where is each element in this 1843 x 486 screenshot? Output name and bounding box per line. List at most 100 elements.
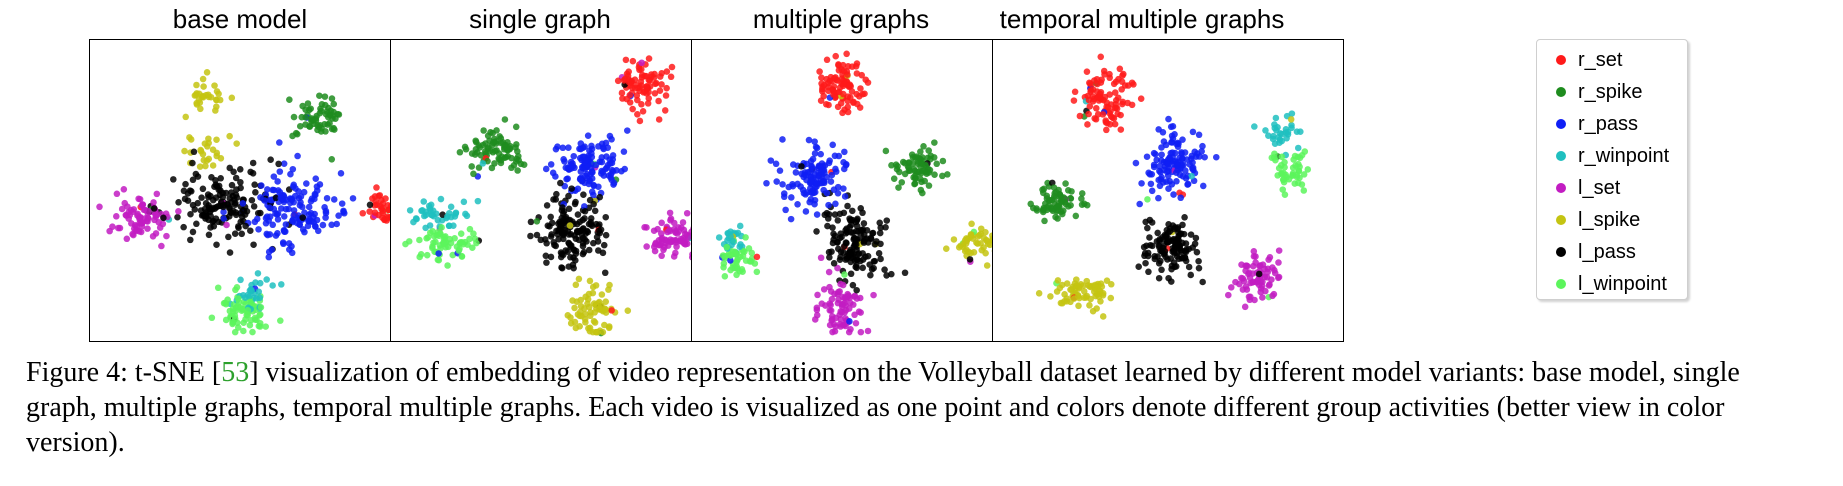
- data-point-r-pass: [1150, 161, 1158, 169]
- data-point-l-winpoint: [748, 249, 756, 257]
- data-point-r-pass: [562, 164, 570, 171]
- data-point-r-pass: [552, 173, 559, 180]
- data-point-r-spike: [475, 164, 483, 171]
- data-point-l-set: [144, 218, 151, 225]
- data-point-l-pass: [543, 239, 550, 247]
- data-point-r-pass: [1181, 149, 1189, 156]
- data-point-r-spike: [470, 170, 477, 178]
- data-point-r-pass: [846, 318, 853, 325]
- data-point-l-set: [836, 288, 843, 295]
- data-point-r-spike: [920, 143, 927, 150]
- data-point-r-winpoint: [474, 197, 482, 205]
- data-point-l-pass: [825, 248, 833, 256]
- data-point-r-pass: [773, 178, 780, 185]
- data-point-r-spike: [456, 148, 464, 156]
- data-point-r-spike: [1043, 192, 1051, 200]
- data-point-r-set: [818, 74, 825, 81]
- data-point-r-set: [846, 81, 854, 88]
- data-point-l-winpoint: [246, 321, 254, 329]
- data-point-l-set: [845, 328, 853, 336]
- data-point-l-pass: [175, 199, 182, 206]
- data-point-r-pass: [335, 212, 342, 219]
- data-point-r-pass: [609, 156, 617, 163]
- data-point-l-set: [813, 306, 821, 314]
- data-point-l-pass: [1173, 249, 1181, 257]
- data-point-r-winpoint: [256, 279, 264, 287]
- data-point-r-pass: [581, 179, 588, 187]
- data-point-l-pass: [596, 229, 604, 237]
- data-point-r-set: [378, 196, 385, 204]
- data-point-r-spike: [925, 182, 933, 189]
- data-point-l-winpoint: [1278, 153, 1286, 161]
- data-point-r-set: [373, 184, 380, 191]
- data-point-r-set: [366, 208, 373, 215]
- data-point-l-pass: [877, 224, 884, 232]
- legend-item-l-winpoint: l_winpoint: [1537, 268, 1687, 300]
- data-point-r-spike: [480, 127, 487, 134]
- data-point-r-winpoint: [1262, 127, 1269, 134]
- data-point-l-pass: [1185, 245, 1193, 253]
- data-point-l-pass: [1142, 218, 1149, 226]
- data-point-l-winpoint: [451, 235, 458, 242]
- data-point-l-winpoint: [220, 299, 228, 307]
- data-point-r-pass: [840, 185, 847, 192]
- data-point-r-spike: [916, 175, 924, 182]
- data-point-l-winpoint: [247, 298, 254, 306]
- data-point-l-winpoint: [458, 238, 466, 246]
- data-point-l-winpoint: [734, 265, 741, 272]
- data-point-r-set: [853, 70, 861, 77]
- data-point-l-pass: [859, 209, 866, 217]
- data-point-r-pass: [600, 145, 607, 153]
- data-point-l-set: [175, 207, 182, 215]
- data-point-r-pass: [1182, 175, 1190, 182]
- data-point-r-spike: [914, 160, 922, 167]
- data-point-l-set: [1250, 253, 1258, 260]
- data-point-r-winpoint: [278, 281, 285, 288]
- data-point-r-pass: [303, 180, 310, 187]
- data-point-r-spike: [1060, 207, 1067, 214]
- data-point-l-set: [1250, 248, 1258, 255]
- data-point-l-pass: [550, 196, 557, 203]
- data-point-l-set: [130, 225, 138, 232]
- data-point-l-spike: [211, 82, 218, 89]
- data-point-r-set: [1085, 110, 1092, 118]
- data-point-l-pass: [583, 238, 590, 245]
- data-point-l-winpoint: [240, 327, 247, 335]
- data-point-l-winpoint: [416, 236, 423, 244]
- data-point-r-spike: [1067, 194, 1074, 202]
- data-point-l-pass: [242, 222, 249, 230]
- data-point-l-pass: [1165, 274, 1172, 282]
- data-point-l-pass: [251, 181, 258, 188]
- data-point-l-winpoint: [423, 251, 431, 259]
- data-point-r-winpoint: [1294, 144, 1302, 152]
- data-point-l-set: [140, 206, 148, 214]
- data-point-l-set: [817, 254, 825, 262]
- data-point-l-pass: [1187, 271, 1195, 279]
- data-point-r-pass: [255, 226, 262, 233]
- data-point-l-pass: [859, 256, 867, 263]
- data-point-l-pass: [883, 272, 890, 279]
- data-point-r-pass: [823, 189, 831, 197]
- data-point-l-pass: [537, 236, 545, 244]
- data-point-l-set: [1275, 259, 1282, 266]
- data-point-l-set: [139, 219, 146, 226]
- data-point-l-winpoint: [429, 244, 436, 252]
- data-point-l-spike: [1080, 288, 1088, 295]
- data-point-l-pass: [590, 200, 597, 208]
- citation-link[interactable]: 53: [221, 357, 250, 388]
- data-point-l-set: [135, 228, 143, 235]
- data-point-l-pass: [275, 160, 282, 168]
- data-point-r-pass: [1148, 171, 1156, 178]
- data-point-r-winpoint: [434, 216, 442, 224]
- legend-label: r_spike: [1578, 80, 1643, 103]
- data-point-r-pass: [1162, 141, 1170, 149]
- data-point-r-spike: [486, 137, 493, 145]
- data-point-l-spike: [233, 140, 240, 147]
- data-point-r-pass: [1199, 142, 1206, 150]
- data-point-r-spike: [298, 113, 306, 121]
- data-point-r-pass: [590, 191, 597, 199]
- data-point-r-set: [853, 90, 860, 98]
- data-point-l-pass: [189, 176, 197, 184]
- data-point-l-winpoint: [1291, 152, 1299, 160]
- data-point-r-pass: [280, 227, 288, 234]
